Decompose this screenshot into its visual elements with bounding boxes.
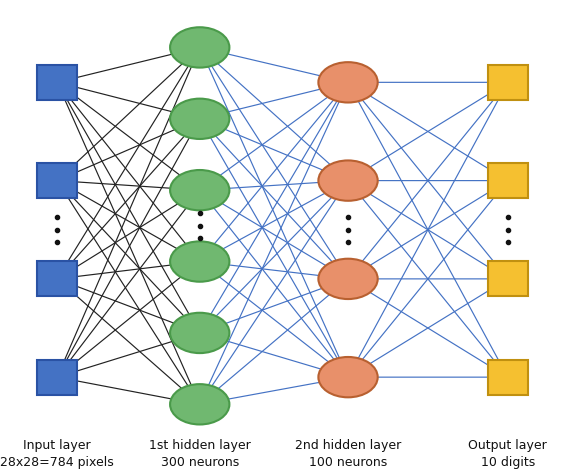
Circle shape <box>170 27 229 67</box>
Text: 1st hidden layer
300 neurons: 1st hidden layer 300 neurons <box>149 439 251 469</box>
FancyBboxPatch shape <box>37 261 77 296</box>
Text: Input layer
28x28=784 pixels: Input layer 28x28=784 pixels <box>0 439 114 469</box>
Circle shape <box>170 241 229 282</box>
Circle shape <box>170 384 229 425</box>
FancyBboxPatch shape <box>37 65 77 100</box>
FancyBboxPatch shape <box>488 360 528 395</box>
FancyBboxPatch shape <box>37 360 77 395</box>
Text: Output layer
10 digits: Output layer 10 digits <box>469 439 547 469</box>
Circle shape <box>318 161 378 201</box>
Circle shape <box>170 99 229 139</box>
FancyBboxPatch shape <box>37 163 77 198</box>
FancyBboxPatch shape <box>488 65 528 100</box>
Circle shape <box>170 313 229 353</box>
Circle shape <box>318 357 378 397</box>
Text: 2nd hidden layer
100 neurons: 2nd hidden layer 100 neurons <box>295 439 401 469</box>
Circle shape <box>318 259 378 299</box>
Circle shape <box>318 62 378 103</box>
Circle shape <box>170 170 229 210</box>
FancyBboxPatch shape <box>488 261 528 296</box>
FancyBboxPatch shape <box>488 163 528 198</box>
